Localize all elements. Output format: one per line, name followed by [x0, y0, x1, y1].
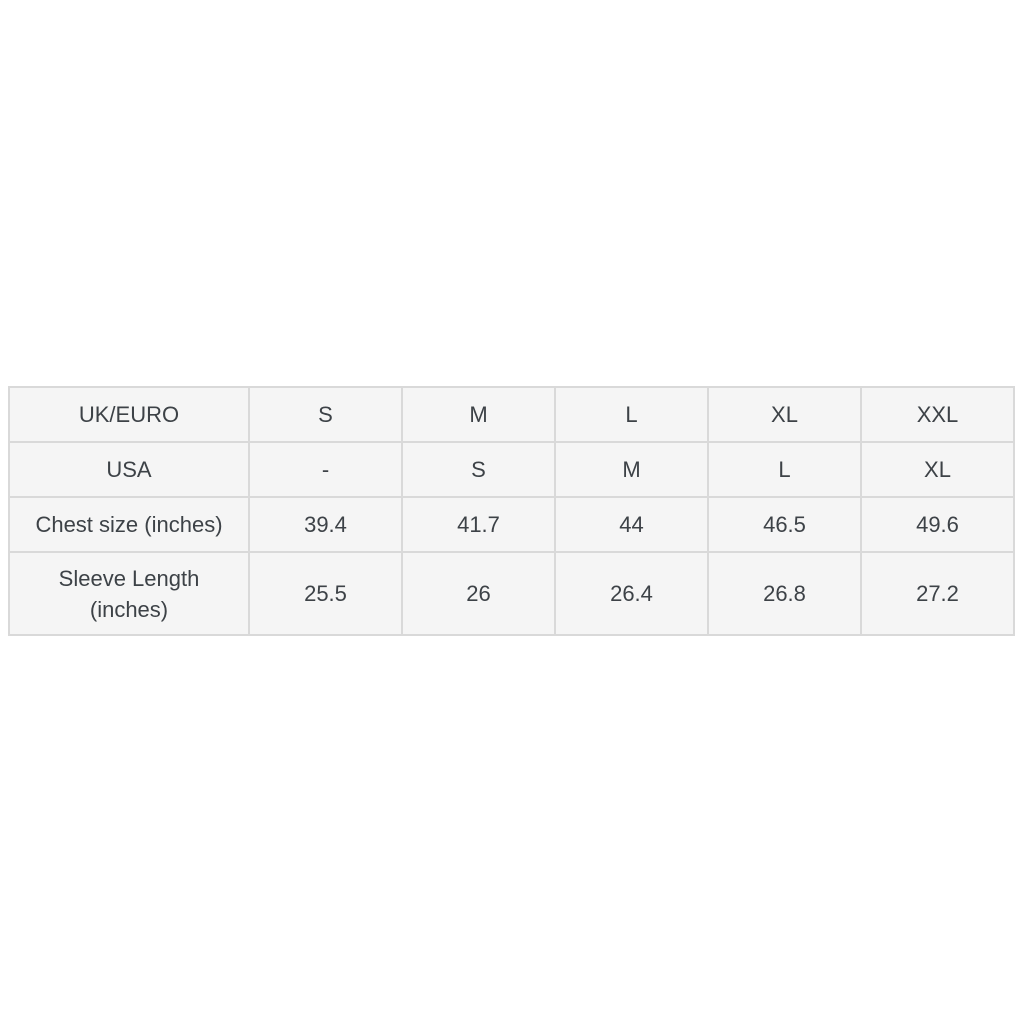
cell-uk-euro-xxl: XXL [860, 386, 1015, 443]
cell-uk-euro-s: S [248, 386, 403, 443]
cell-chest-5: 49.6 [860, 496, 1015, 553]
cell-chest-1: 39.4 [248, 496, 403, 553]
cell-usa-4: L [707, 441, 862, 498]
cell-chest-4: 46.5 [707, 496, 862, 553]
table-row-uk-euro: UK/EURO S M L XL XXL [8, 386, 1015, 443]
cell-usa-5: XL [860, 441, 1015, 498]
table-row-sleeve-length: Sleeve Length (inches) 25.5 26 26.4 26.8… [8, 551, 1015, 636]
cell-uk-euro-xl: XL [707, 386, 862, 443]
size-chart-table: UK/EURO S M L XL XXL USA - S M L XL Ches… [8, 386, 1015, 636]
cell-usa-2: S [401, 441, 556, 498]
row-header-usa: USA [8, 441, 250, 498]
row-header-uk-euro: UK/EURO [8, 386, 250, 443]
cell-sleeve-1: 25.5 [248, 551, 403, 636]
table-row-usa: USA - S M L XL [8, 441, 1015, 498]
cell-usa-1: - [248, 441, 403, 498]
cell-chest-3: 44 [554, 496, 709, 553]
row-header-chest-size: Chest size (inches) [8, 496, 250, 553]
cell-sleeve-3: 26.4 [554, 551, 709, 636]
cell-sleeve-2: 26 [401, 551, 556, 636]
cell-uk-euro-m: M [401, 386, 556, 443]
cell-usa-3: M [554, 441, 709, 498]
row-header-sleeve-length: Sleeve Length (inches) [8, 551, 250, 636]
table-row-chest-size: Chest size (inches) 39.4 41.7 44 46.5 49… [8, 496, 1015, 553]
cell-chest-2: 41.7 [401, 496, 556, 553]
cell-sleeve-4: 26.8 [707, 551, 862, 636]
cell-sleeve-5: 27.2 [860, 551, 1015, 636]
cell-uk-euro-l: L [554, 386, 709, 443]
